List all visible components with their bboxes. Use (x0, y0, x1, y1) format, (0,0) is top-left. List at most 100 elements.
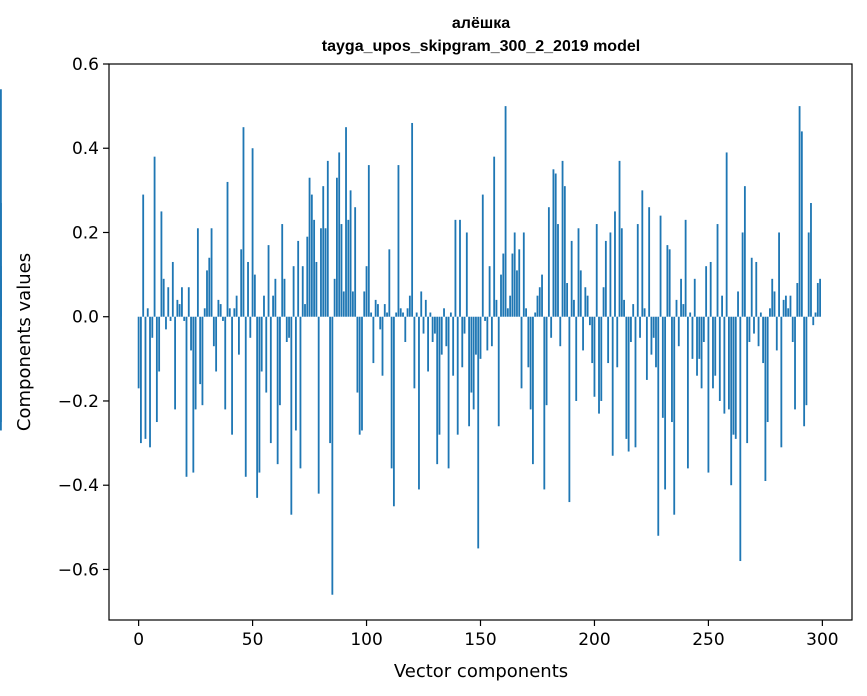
bar (819, 278, 821, 317)
bar (472, 316, 475, 410)
y-axis-label: Components values (14, 253, 35, 431)
bar (351, 291, 354, 317)
bar (627, 316, 630, 452)
bar (333, 278, 336, 317)
bar (169, 316, 172, 321)
bar (764, 316, 767, 481)
bar (235, 295, 238, 317)
bar (361, 316, 363, 431)
x-tick-label: 50 (242, 630, 264, 650)
bar (0, 316, 2, 330)
bar (411, 122, 414, 317)
bar (748, 316, 751, 342)
bar (810, 203, 812, 317)
bar (753, 316, 755, 334)
bar (203, 308, 206, 317)
bar (525, 308, 527, 317)
bar (422, 316, 425, 334)
bar (313, 219, 316, 317)
bar (636, 224, 639, 317)
x-axis-label: Vector components (394, 661, 568, 682)
bar (212, 316, 215, 347)
bar (707, 316, 710, 473)
bar (486, 316, 489, 351)
bar (588, 316, 591, 326)
bar (552, 169, 555, 317)
bar (222, 316, 224, 321)
x-tick-label: 0 (133, 630, 144, 650)
bar (645, 316, 648, 380)
bar (607, 316, 610, 364)
bar (509, 295, 512, 317)
bar (424, 299, 427, 317)
bar (429, 312, 432, 317)
bar (698, 316, 701, 359)
bar (149, 316, 151, 448)
bar (784, 295, 787, 317)
bar (165, 316, 167, 330)
bar (506, 308, 509, 317)
bar (279, 316, 281, 406)
bar (160, 211, 163, 317)
bar (324, 228, 327, 317)
y-tick-label: 0.2 (72, 223, 99, 243)
bar (666, 245, 669, 317)
bar (194, 316, 197, 410)
bar (618, 160, 621, 317)
bar (443, 308, 445, 317)
bar (650, 316, 653, 355)
bar (269, 316, 272, 444)
bar (306, 236, 309, 317)
bar (140, 316, 142, 444)
bar (208, 257, 211, 317)
bar (244, 316, 247, 477)
bar (600, 316, 603, 401)
bar (595, 224, 598, 317)
bar (682, 304, 685, 317)
bar (634, 316, 637, 448)
bar (365, 266, 368, 317)
bar (367, 165, 370, 317)
bar (436, 316, 439, 465)
bar (755, 261, 758, 317)
bar (805, 316, 808, 406)
bar (217, 299, 220, 317)
bar (591, 316, 594, 364)
bar (536, 295, 539, 317)
bar (677, 316, 680, 347)
bar (495, 299, 498, 317)
bar (183, 316, 186, 321)
bar (686, 316, 689, 469)
bar (0, 278, 2, 317)
bar (504, 106, 507, 317)
bar (741, 232, 744, 317)
bar (725, 152, 728, 317)
bar (151, 316, 154, 338)
bar (547, 207, 550, 317)
bar (527, 316, 530, 368)
bar (215, 316, 218, 372)
bar (655, 316, 657, 368)
bar (251, 148, 254, 317)
bar (201, 316, 204, 406)
bar (502, 253, 505, 317)
bar (782, 299, 785, 317)
bar (297, 240, 300, 317)
bar (304, 304, 306, 317)
bar (661, 316, 664, 418)
bar (206, 270, 208, 317)
bar (716, 224, 719, 317)
bar (714, 316, 717, 376)
bar (712, 316, 714, 389)
bar (0, 316, 2, 431)
bar (395, 312, 398, 317)
bar (648, 207, 651, 317)
x-tick-label: 200 (578, 630, 610, 650)
bar (233, 308, 236, 317)
bar (347, 219, 350, 317)
bar (620, 228, 623, 317)
bar (263, 295, 265, 317)
bar (582, 316, 584, 351)
bar (520, 316, 523, 389)
bar (684, 219, 687, 317)
